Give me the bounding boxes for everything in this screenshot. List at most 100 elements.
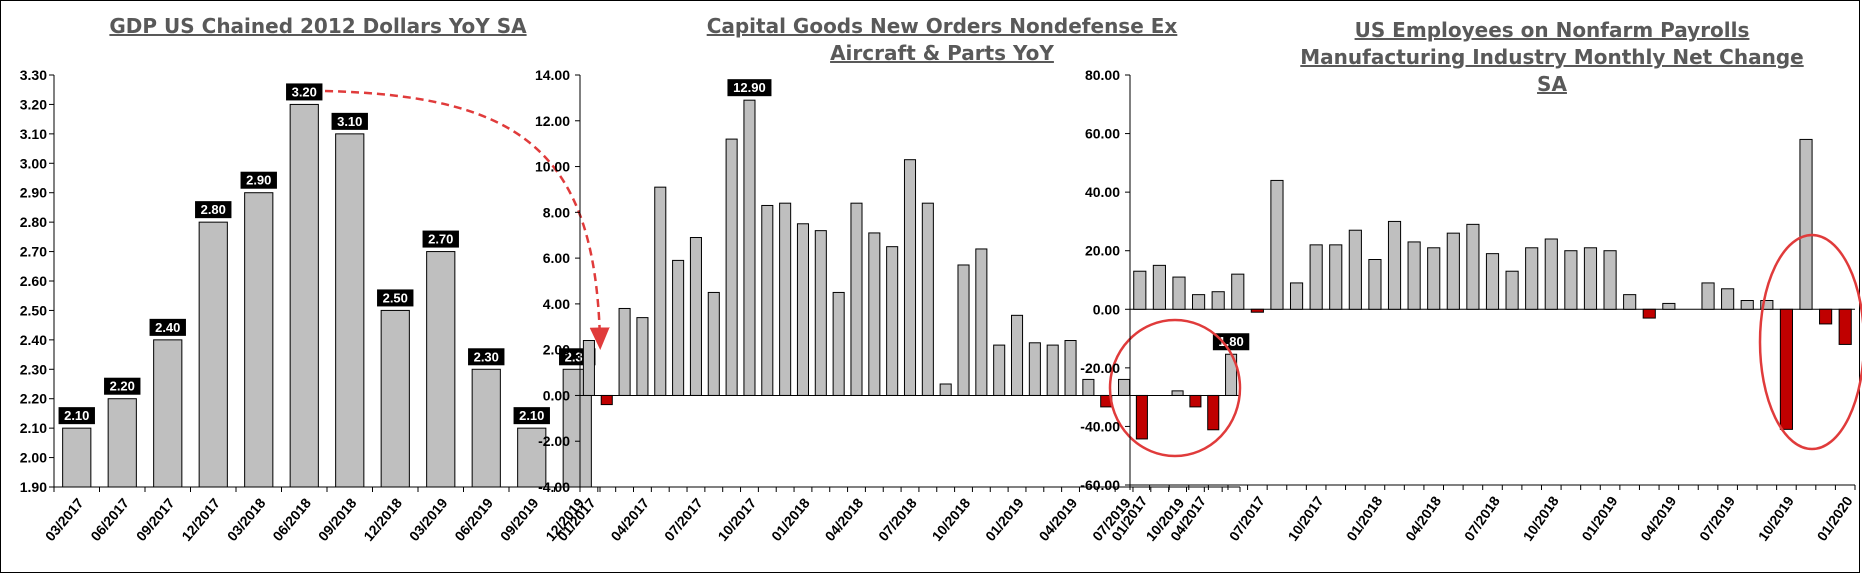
payrolls-highlight-ellipse [1758, 233, 1862, 451]
data-label: 12.90 [727, 79, 772, 97]
y-tick-label: 4.00 [543, 296, 570, 312]
bar [517, 427, 547, 488]
y-tick-label: 3.00 [20, 155, 47, 171]
x-tick-label: 10/2017 [1284, 493, 1326, 544]
data-label: 2.10 [58, 407, 95, 425]
bar [1172, 276, 1186, 310]
bar [471, 368, 501, 488]
data-label-text: 2.70 [428, 232, 453, 247]
data-label: 3.10 [331, 112, 368, 130]
chart-payrolls-bars [1130, 138, 1855, 430]
x-tick-label: 12/2017 [178, 495, 223, 544]
data-label-text: 2.10 [64, 408, 89, 423]
bar [1348, 229, 1362, 310]
bar [1211, 291, 1225, 310]
data-label-text: 2.30 [474, 349, 499, 364]
bar [993, 344, 1006, 396]
chart-payrolls-title-line2: Manufacturing Industry Monthly Net Chang… [1300, 45, 1803, 69]
bar [1118, 378, 1131, 396]
y-tick-label: 2.70 [20, 244, 47, 260]
chart-payrolls-title-line1: US Employees on Nonfarm Payrolls [1355, 18, 1750, 42]
y-tick-label: 0.00 [1093, 301, 1120, 317]
data-label-text: 3.10 [337, 114, 362, 129]
x-tick-label: 01/2018 [1343, 493, 1385, 544]
y-tick-label: 10.00 [535, 159, 570, 175]
data-label: 2.40 [149, 318, 186, 336]
data-label: 2.30 [468, 348, 505, 366]
x-tick-label: 03/2019 [406, 495, 451, 544]
bar [335, 133, 365, 488]
bar [1623, 294, 1637, 310]
x-tick-label: 10/2018 [1520, 493, 1562, 544]
bar [743, 99, 756, 396]
x-tick-label: 07/2017 [661, 495, 706, 544]
bar [1760, 300, 1774, 310]
bar [1819, 308, 1833, 325]
x-tick-label: 03/2018 [224, 495, 269, 544]
bar [1250, 308, 1264, 313]
chart-gdp: GDP US Chained 2012 Dollars YoY SA 1.90 2… [20, 14, 610, 544]
bar [868, 232, 881, 396]
bar [1289, 282, 1304, 310]
x-tick-label: 07/2018 [875, 495, 920, 544]
y-tick-label: 3.20 [20, 96, 47, 112]
bar [886, 246, 899, 396]
chart-gdp-x-axis: 03/2017 06/2017 09/2017 12/2017 03/2018 06/20… [42, 487, 601, 544]
y-tick-label: 2.00 [543, 342, 570, 358]
bar [1082, 378, 1095, 396]
x-tick-label: 01/2018 [768, 495, 813, 544]
y-tick-label: 20.00 [1085, 243, 1120, 259]
y-tick-label: 14.00 [535, 67, 570, 83]
bar [1046, 344, 1059, 396]
y-tick-label: 2.30 [20, 361, 47, 377]
bar [1207, 394, 1220, 431]
bar [1779, 308, 1793, 430]
bar [1446, 232, 1460, 310]
bar [1799, 138, 1813, 310]
bar [107, 398, 137, 488]
y-tick-label: 12.00 [535, 113, 570, 129]
bar [1466, 223, 1480, 310]
data-label: 2.20 [104, 377, 141, 395]
x-tick-label: 04/2019 [1036, 495, 1081, 544]
bar [725, 138, 738, 396]
bar [707, 291, 720, 396]
bar [1407, 241, 1421, 310]
bar [1544, 238, 1558, 310]
bar [761, 204, 774, 396]
data-label-text: 2.40 [155, 320, 180, 335]
bar [796, 223, 810, 396]
data-label-bg [286, 83, 323, 101]
x-tick-label: 10/2017 [714, 495, 759, 544]
bar [244, 192, 274, 488]
chart-payrolls-y-axis: -60.00 -40.00 -20.00 0.00 20.00 40.00 60.00 80.… [1080, 67, 1131, 493]
y-tick-label: 2.60 [20, 273, 47, 289]
data-label-bg [422, 230, 459, 248]
bar [1603, 250, 1617, 310]
data-label-bg [149, 318, 186, 336]
bar [1329, 244, 1343, 310]
bar [289, 103, 319, 488]
x-tick-label: 07/2017 [1226, 493, 1268, 544]
bar [1171, 390, 1184, 396]
bar [689, 237, 702, 396]
x-tick-label: 04/2018 [822, 495, 867, 544]
x-tick-label: 12/2018 [360, 495, 405, 544]
bar [1838, 308, 1852, 345]
chart-capital-goods-title-line1: Capital Goods New Orders Nondefense Ex [707, 14, 1178, 38]
x-tick-label: 04/2019 [1637, 493, 1679, 544]
bar [975, 248, 988, 396]
x-tick-label: 10/2018 [929, 495, 974, 544]
bar [1309, 244, 1323, 310]
data-label: 3.20 [286, 83, 323, 101]
data-label: 2.70 [422, 230, 459, 248]
data-label-bg [331, 112, 368, 130]
y-tick-label: 40.00 [1085, 184, 1120, 200]
bar [582, 340, 595, 396]
y-tick-label: 60.00 [1085, 126, 1120, 142]
bar [1427, 247, 1441, 310]
x-tick-label: 06/2017 [87, 495, 132, 544]
bar [1721, 288, 1735, 310]
